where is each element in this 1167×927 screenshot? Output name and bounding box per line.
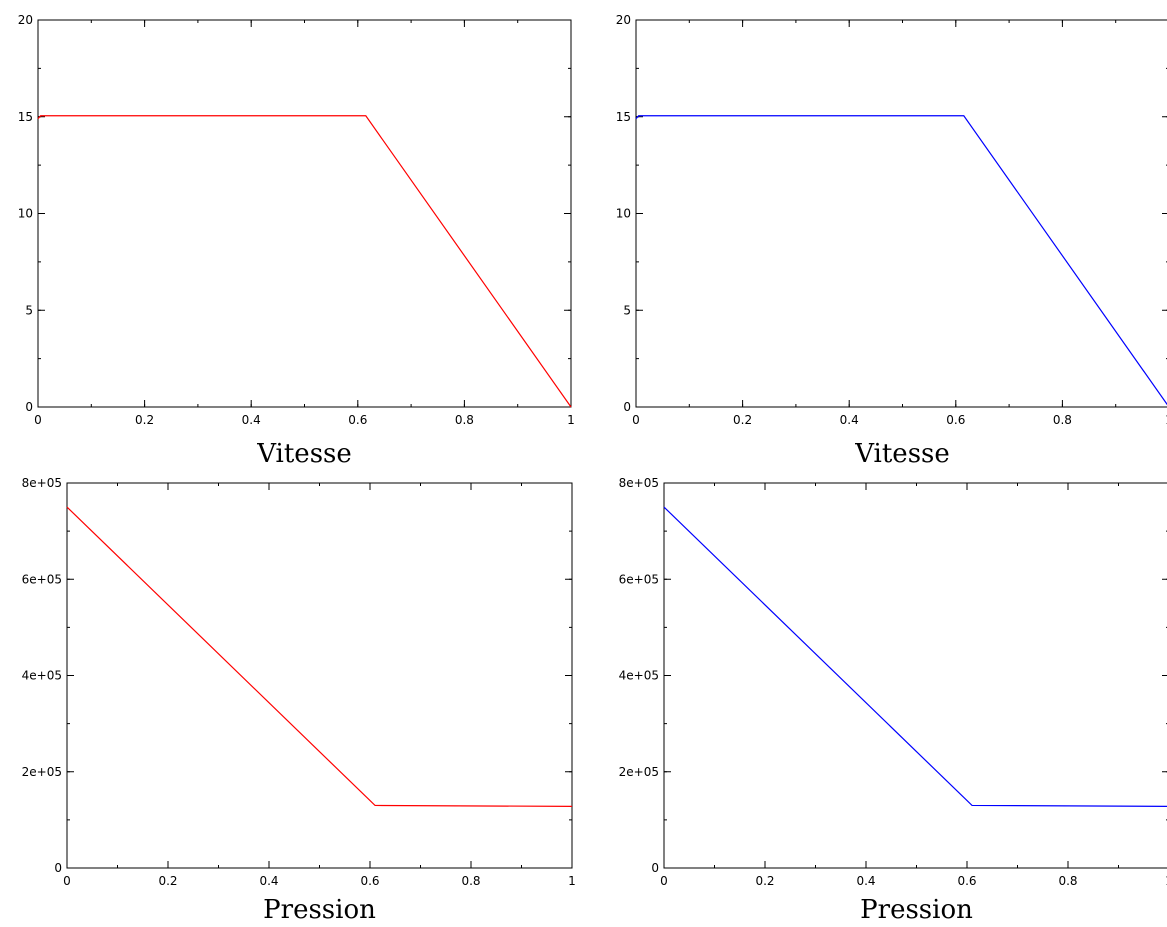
y-tick-label: 8e+05 — [22, 476, 62, 490]
y-tick-label: 0 — [25, 400, 33, 414]
x-axis-title: Pression — [860, 895, 973, 925]
series-line — [37, 115, 572, 408]
x-tick-label: 0.8 — [1058, 874, 1077, 888]
x-tick-label: 0.8 — [1053, 413, 1072, 427]
x-axis-title: Vitesse — [256, 439, 352, 469]
x-tick-label: 0.8 — [455, 413, 474, 427]
y-tick-label: 10 — [616, 207, 631, 221]
x-tick-label: 1 — [568, 874, 576, 888]
series-line — [66, 506, 573, 808]
y-tick-label: 8e+05 — [619, 476, 659, 490]
x-tick-label: 0 — [63, 874, 71, 888]
x-tick-label: 0 — [34, 413, 42, 427]
y-tick-label: 4e+05 — [22, 669, 62, 683]
x-axis-title: Pression — [263, 895, 376, 925]
panel-pression-right: 0 0.2 0.4 0.6 0.8 1 0 2e+05 4e+05 6e+05 8e+05 Press… — [619, 476, 1167, 925]
x-tick-label: 0.6 — [957, 874, 976, 888]
x-tick-label: 0.8 — [461, 874, 480, 888]
plot-frame — [66, 482, 573, 869]
y-tick-label: 20 — [18, 13, 33, 27]
plot-frame — [37, 19, 572, 408]
y-tick-label: 20 — [616, 13, 631, 27]
series-line — [635, 115, 1167, 406]
x-tick-label: 0.4 — [856, 874, 875, 888]
x-tick-label: 1 — [567, 413, 575, 427]
x-tick-label: 0.2 — [755, 874, 774, 888]
plot-frame — [663, 482, 1167, 869]
plot-frame — [635, 19, 1167, 408]
y-tick-label: 6e+05 — [619, 572, 659, 586]
panel-pression-left: 0 0.2 0.4 0.6 0.8 1 0 2e+05 4e+05 6e+05 8e+05 Press… — [22, 476, 576, 925]
x-tick-label: 0.2 — [158, 874, 177, 888]
y-tick-label: 10 — [18, 207, 33, 221]
y-tick-label: 0 — [54, 861, 62, 875]
series-line — [663, 506, 1167, 807]
x-tick-label: 0.4 — [242, 413, 261, 427]
x-tick-label: 0.6 — [946, 413, 965, 427]
x-axis-title: Vitesse — [854, 439, 950, 469]
x-tick-label: 1 — [1165, 413, 1167, 427]
y-tick-label: 15 — [18, 110, 33, 124]
y-tick-label: 6e+05 — [22, 572, 62, 586]
y-tick-label: 5 — [623, 303, 631, 317]
y-tick-label: 2e+05 — [22, 765, 62, 779]
x-tick-label: 0.6 — [360, 874, 379, 888]
y-tick-label: 5 — [25, 303, 33, 317]
y-tick-label: 0 — [623, 400, 631, 414]
x-tick-label: 0.4 — [840, 413, 859, 427]
y-tick-label: 0 — [651, 861, 659, 875]
y-tick-label: 2e+05 — [619, 765, 659, 779]
x-tick-label: 0 — [632, 413, 640, 427]
x-tick-label: 0.4 — [259, 874, 278, 888]
x-tick-label: 0 — [660, 874, 668, 888]
x-tick-label: 0.2 — [733, 413, 752, 427]
y-tick-label: 4e+05 — [619, 669, 659, 683]
x-tick-label: 1 — [1165, 874, 1167, 888]
x-tick-label: 0.2 — [135, 413, 154, 427]
y-tick-label: 15 — [616, 110, 631, 124]
x-tick-label: 0.6 — [348, 413, 367, 427]
